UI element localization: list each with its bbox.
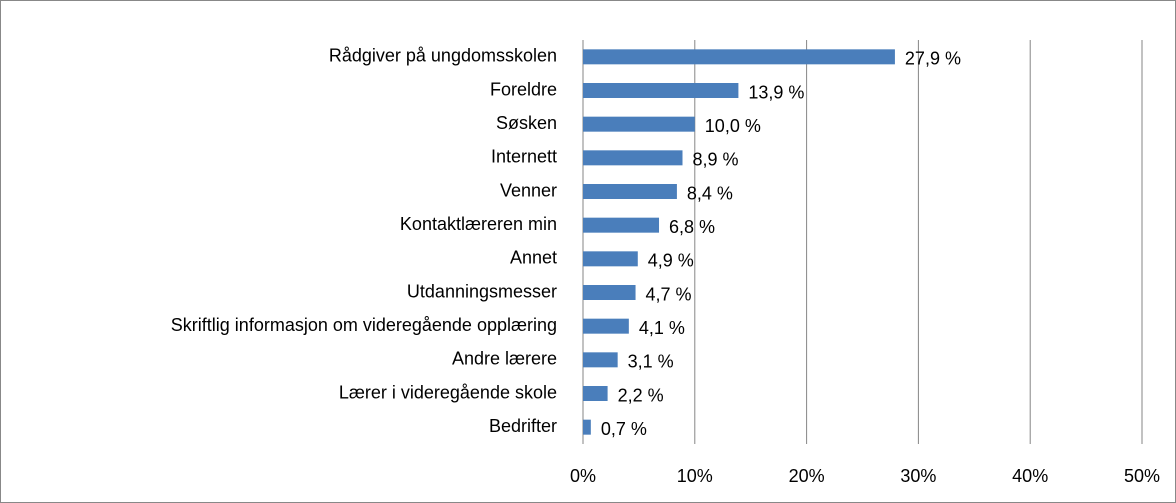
x-tick-label: 30% [900, 466, 936, 486]
y-tick-label: Søsken [496, 113, 557, 133]
value-label: 27,9 % [905, 49, 961, 69]
value-label: 4,1 % [639, 318, 685, 338]
value-label: 0,7 % [601, 419, 647, 439]
bar [583, 150, 683, 166]
y-tick-label: Utdanningsmesser [407, 281, 557, 301]
bar [583, 83, 739, 98]
value-label: 4,7 % [646, 284, 692, 304]
y-tick-label: Rådgiver på ungdomsskolen [329, 46, 557, 66]
value-label: 8,9 % [693, 150, 739, 170]
y-tick-label: Lærer i videregående skole [339, 382, 557, 402]
value-label: 10,0 % [705, 116, 761, 136]
bar [583, 419, 591, 435]
y-tick-label: Venner [500, 180, 557, 200]
value-label: 13,9 % [748, 82, 804, 102]
x-tick-label: 20% [789, 466, 825, 486]
y-tick-label: Annet [510, 248, 557, 268]
value-label: 8,4 % [687, 183, 733, 203]
bar [583, 116, 695, 132]
bar [583, 285, 636, 300]
x-tick-label: 40% [1012, 466, 1048, 486]
y-tick-label: Foreldre [490, 79, 557, 99]
bar [583, 184, 677, 199]
bar [583, 318, 629, 334]
value-label: 3,1 % [628, 352, 674, 372]
bar [583, 217, 660, 233]
x-tick-label: 50% [1124, 466, 1160, 486]
y-tick-label: Andre lærere [452, 349, 557, 369]
x-tick-label: 10% [677, 466, 713, 486]
y-tick-label: Bedrifter [489, 416, 557, 436]
bar [583, 352, 618, 368]
value-label: 4,9 % [648, 251, 694, 271]
value-label: 6,8 % [669, 217, 715, 237]
y-tick-label: Skriftlig informasjon om videregående op… [171, 315, 557, 335]
bar [583, 251, 638, 267]
bar [583, 386, 608, 401]
x-tick-label: 0% [570, 466, 596, 486]
y-tick-label: Internett [491, 147, 557, 167]
value-label: 2,2 % [618, 385, 664, 405]
y-tick-label: Kontaktlæreren min [400, 214, 557, 234]
bar [583, 49, 895, 65]
